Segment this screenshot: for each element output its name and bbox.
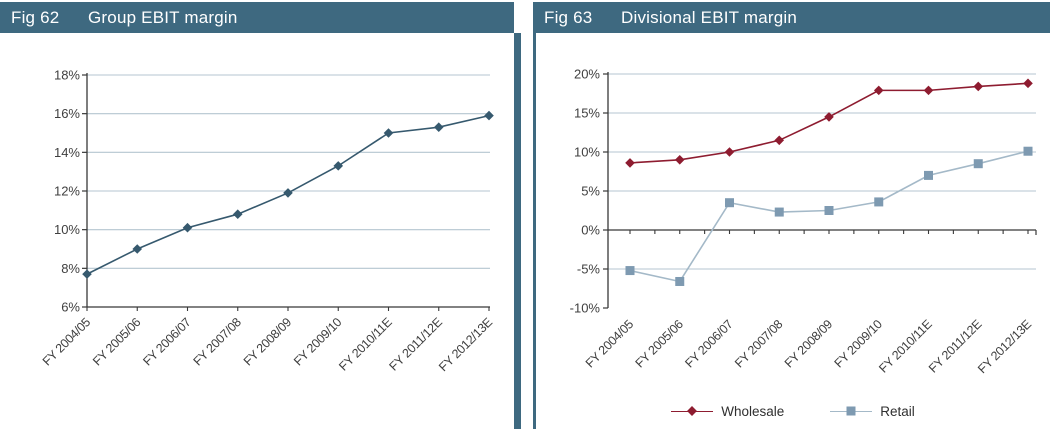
y-tick-label: 5% [581,184,600,199]
x-tick-label: FY 2007/08 [732,317,786,371]
fig62-number: Fig 62 [11,7,60,27]
y-tick-label: 6% [61,300,80,315]
marker-group-ebit-margin-8 [484,110,494,121]
legend-label-wholesale: Wholesale [721,403,785,419]
x-tick-label: FY 2009/10 [832,317,886,371]
marker-wholesale-7 [973,81,984,92]
marker-group-ebit-margin-5 [333,161,344,171]
x-tick-label: FY 2005/06 [90,315,144,369]
x-tick-label: FY 2008/09 [241,315,295,369]
marker-retail-6 [924,170,933,180]
x-tick-label: FY 2006/07 [140,315,194,369]
series-line-retail [629,150,1029,283]
y-tick-label: 12% [54,184,80,199]
y-tick-label: 0% [581,223,600,238]
legend-label-retail: Retail [880,403,915,419]
marker-group-ebit-margin-7 [433,122,444,132]
legend-item-wholesale: Wholesale [671,404,784,419]
wholesale-series-icon [671,406,714,417]
marker-group-ebit-margin-1 [132,244,143,254]
wholesale-diamond-icon [687,406,698,416]
marker-wholesale-8 [1023,78,1033,89]
x-tick-label: FY 2005/06 [633,317,687,371]
x-tick-label: FY 2010/11E [336,315,394,373]
fig63-title: Divisional EBIT margin [621,7,798,27]
marker-retail-4 [824,206,834,215]
y-tick-label: 18% [54,68,80,83]
x-tick-label: FY 2004/05 [583,317,637,371]
marker-wholesale-1 [674,155,685,165]
y-tick-label: 14% [54,145,80,160]
retail-square-icon [846,406,856,416]
retail-series-icon [830,406,873,417]
marker-group-ebit-margin-4 [283,188,293,198]
panel-divider-bar [514,33,521,429]
x-tick-label: FY 2006/07 [682,317,736,371]
y-tick-label: 10% [574,145,600,160]
fig63-left-rule [533,33,536,429]
marker-group-ebit-margin-3 [232,209,243,219]
fig63-legend: Wholesale Retail [536,400,1050,422]
y-tick-label: 20% [574,67,600,82]
marker-group-ebit-margin-2 [182,222,193,233]
fig63-number: Fig 63 [544,7,593,27]
x-tick-label: FY 2004/05 [40,315,94,369]
series-line-wholesale [629,82,1029,164]
marker-retail-1 [675,276,685,286]
fig63-header: Fig 63 Divisional EBIT margin [533,2,1050,33]
y-tick-label: 10% [54,222,80,237]
marker-retail-8 [1023,146,1033,156]
y-tick-label: -10% [570,301,601,316]
y-tick-label: -5% [577,262,601,277]
legend-item-retail: Retail [830,404,915,419]
marker-retail-5 [874,197,884,207]
marker-retail-2 [725,198,734,208]
fig62-header: Fig 62 Group EBIT margin [0,2,514,33]
marker-group-ebit-margin-6 [383,128,394,138]
y-tick-label: 16% [54,106,80,121]
marker-wholesale-0 [625,158,635,168]
marker-wholesale-3 [774,135,785,146]
marker-retail-0 [625,266,635,276]
x-tick-label: FY 2012/13E [975,317,1034,376]
y-tick-label: 15% [574,106,600,121]
marker-retail-3 [774,207,784,217]
marker-group-ebit-margin-0 [82,269,92,279]
marker-wholesale-2 [724,147,735,157]
x-tick-label: FY 2009/10 [291,315,345,369]
marker-wholesale-6 [923,85,934,96]
y-tick-label: 8% [61,261,80,276]
x-tick-label: FY 2008/09 [782,317,836,371]
marker-wholesale-5 [873,85,884,96]
x-tick-label: FY 2007/08 [191,315,245,369]
marker-retail-7 [973,159,983,169]
x-tick-label: FY 2012/13E [436,315,495,374]
fig62-title: Group EBIT margin [88,7,238,27]
